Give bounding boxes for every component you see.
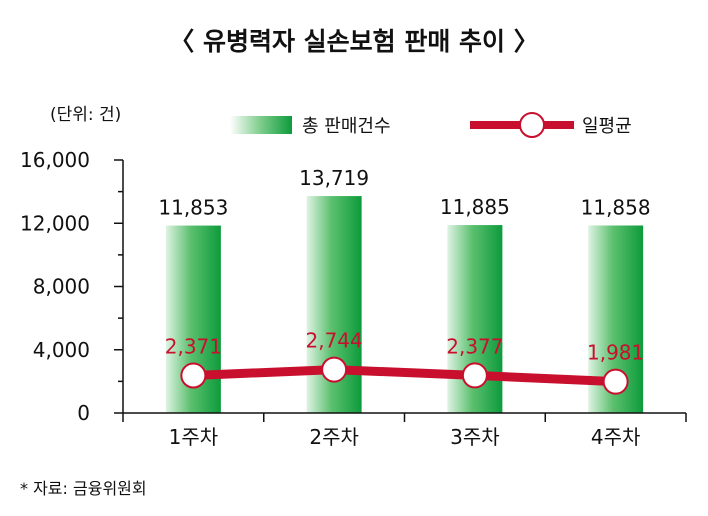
- x-tick-label: 2주차: [309, 425, 359, 449]
- line-point: [321, 356, 348, 383]
- y-tick-label: 4,000: [33, 338, 90, 362]
- plot-area: 16,000 12,000 8,000 4,000 0 11,853 13,719 11,88…: [20, 148, 687, 449]
- x-tick-label: 1주차: [169, 425, 219, 449]
- line-value-label: 1,981: [587, 341, 644, 365]
- bar-value-label: 11,885: [440, 195, 510, 219]
- line-value-label: 2,744: [305, 329, 362, 353]
- line-point: [602, 368, 629, 395]
- y-tick-label: 8,000: [33, 275, 90, 299]
- chart-title: 〈 유병력자 실손보험 판매 추이 〉: [169, 27, 539, 56]
- legend-line-marker: [519, 112, 545, 138]
- y-tick-label: 16,000: [20, 148, 90, 172]
- bar-value-label: 13,719: [299, 166, 369, 190]
- line-point: [461, 362, 488, 389]
- legend-line-label: 일평균: [582, 116, 632, 137]
- source-note: * 자료: 금융위원회: [20, 479, 147, 498]
- line-point: [180, 362, 207, 389]
- x-tick-label: 3주차: [450, 425, 500, 449]
- line-value-label: 2,371: [165, 335, 222, 359]
- legend-bar-swatch: [230, 116, 292, 134]
- bar-value-label: 11,853: [158, 196, 228, 220]
- line-value-label: 2,377: [446, 334, 503, 358]
- y-tick-label: 0: [77, 401, 90, 425]
- x-tick-label: 4주차: [591, 425, 641, 449]
- y-tick-label: 12,000: [20, 211, 90, 235]
- legend: 총 판매건수 일평균: [230, 112, 632, 138]
- series-line: [193, 365, 616, 387]
- legend-bar-label: 총 판매건수: [302, 116, 391, 137]
- unit-label: (단위: 건): [50, 105, 121, 125]
- bar-value-label: 11,858: [581, 195, 651, 219]
